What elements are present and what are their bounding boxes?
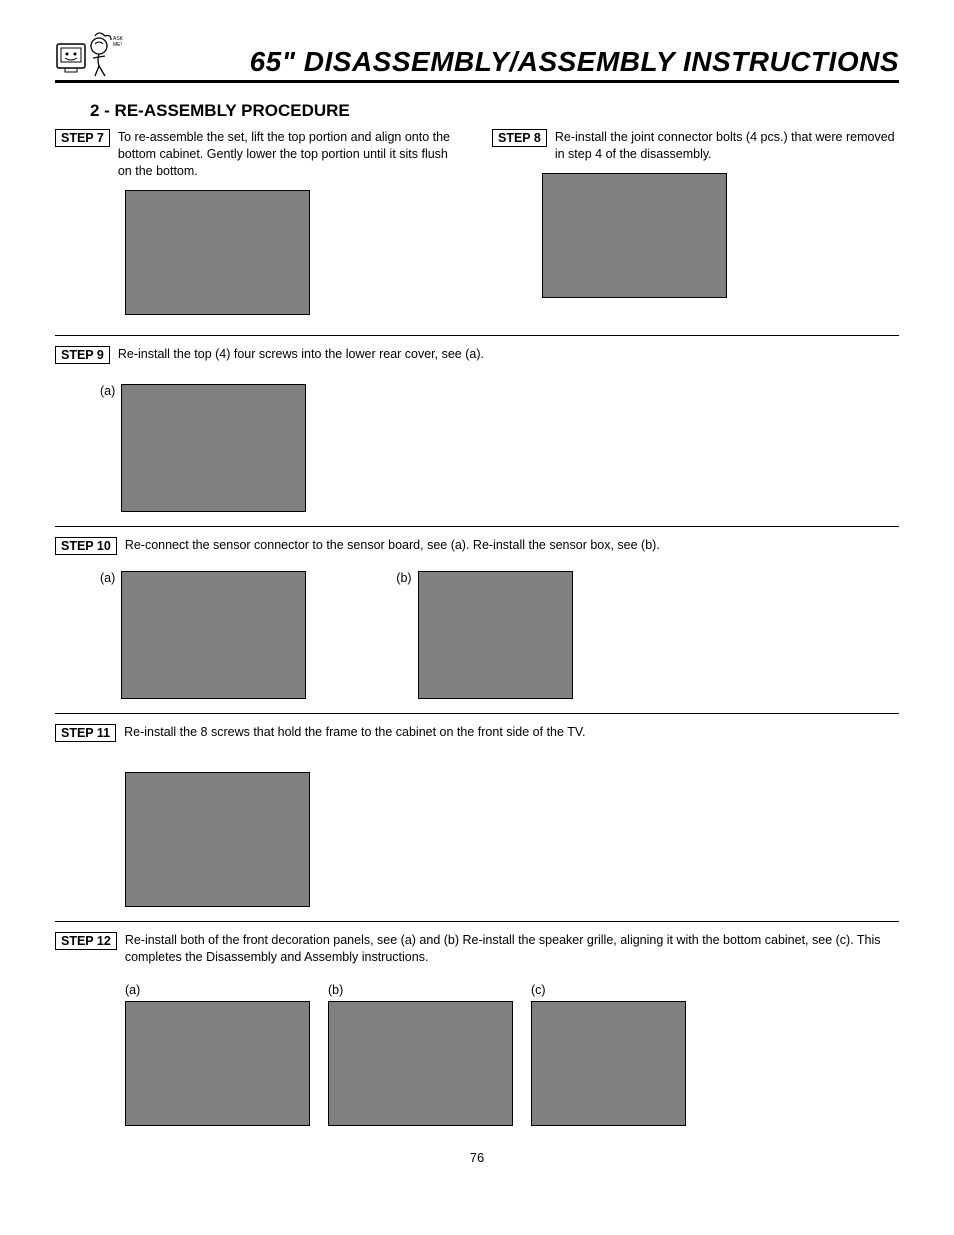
step-8-col: STEP 8 Re-install the joint connector bo… bbox=[492, 129, 899, 329]
step-9-image-a-wrap: (a) bbox=[100, 384, 306, 512]
step-8-badge: STEP 8 bbox=[492, 129, 547, 147]
step-7-badge: STEP 7 bbox=[55, 129, 110, 147]
step-8-text: Re-install the joint connector bolts (4 … bbox=[555, 129, 899, 163]
step-7-col: STEP 7 To re-assemble the set, lift the … bbox=[55, 129, 462, 329]
step-7-image-row bbox=[125, 190, 462, 315]
step-12-image-a-wrap: (a) bbox=[125, 983, 310, 1126]
step-10-image-b-wrap: (b) bbox=[396, 571, 572, 699]
step-12-badge: STEP 12 bbox=[55, 932, 117, 950]
step-7-image bbox=[125, 190, 310, 315]
step-9-text: Re-install the top (4) four screws into … bbox=[118, 346, 484, 363]
page-title: 65" DISASSEMBLY/ASSEMBLY INSTRUCTIONS bbox=[250, 46, 899, 78]
step-7: STEP 7 To re-assemble the set, lift the … bbox=[55, 129, 462, 180]
step-12-image-c-wrap: (c) bbox=[531, 983, 686, 1126]
divider-1 bbox=[55, 335, 899, 336]
step-8-image bbox=[542, 173, 727, 298]
step-12-image-b bbox=[328, 1001, 513, 1126]
steps-7-8-row: STEP 7 To re-assemble the set, lift the … bbox=[55, 129, 899, 329]
ask-me-logo-icon: ASK ME! bbox=[55, 30, 133, 78]
step-10-badge: STEP 10 bbox=[55, 537, 117, 555]
step-12-label-c: (c) bbox=[531, 983, 686, 997]
step-12-image-b-wrap: (b) bbox=[328, 983, 513, 1126]
step-9-label-a: (a) bbox=[100, 384, 115, 398]
step-12-label-a: (a) bbox=[125, 983, 310, 997]
step-9-image-row: (a) bbox=[100, 384, 899, 512]
step-8: STEP 8 Re-install the joint connector bo… bbox=[492, 129, 899, 163]
step-10: STEP 10 Re-connect the sensor connector … bbox=[55, 537, 899, 555]
step-10-text: Re-connect the sensor connector to the s… bbox=[125, 537, 660, 554]
step-11-badge: STEP 11 bbox=[55, 724, 116, 742]
header: ASK ME! 65" DISASSEMBLY/ASSEMBLY INSTRUC… bbox=[55, 30, 899, 83]
step-10-image-a-wrap: (a) bbox=[100, 571, 306, 699]
step-12: STEP 12 Re-install both of the front dec… bbox=[55, 932, 899, 966]
step-12-image-row: (a) (b) (c) bbox=[125, 983, 899, 1126]
step-11-image-row bbox=[125, 772, 899, 907]
step-10-image-row: (a) (b) bbox=[100, 571, 899, 699]
divider-2 bbox=[55, 526, 899, 527]
step-12-image-a bbox=[125, 1001, 310, 1126]
logo: ASK ME! bbox=[55, 30, 133, 78]
step-9-badge: STEP 9 bbox=[55, 346, 110, 364]
step-10-image-a bbox=[121, 571, 306, 699]
step-9: STEP 9 Re-install the top (4) four screw… bbox=[55, 346, 899, 364]
step-12-image-c bbox=[531, 1001, 686, 1126]
step-12-label-b: (b) bbox=[328, 983, 513, 997]
logo-caption-2: ME! bbox=[113, 42, 122, 48]
section-title: 2 - RE-ASSEMBLY PROCEDURE bbox=[90, 101, 899, 121]
step-10-label-b: (b) bbox=[396, 571, 411, 585]
divider-4 bbox=[55, 921, 899, 922]
step-9-image-a bbox=[121, 384, 306, 512]
step-12-text: Re-install both of the front decoration … bbox=[125, 932, 899, 966]
step-11-image bbox=[125, 772, 310, 907]
step-10-label-a: (a) bbox=[100, 571, 115, 585]
page-number: 76 bbox=[55, 1150, 899, 1165]
step-8-image-row bbox=[542, 173, 899, 298]
step-11: STEP 11 Re-install the 8 screws that hol… bbox=[55, 724, 899, 742]
page: ASK ME! 65" DISASSEMBLY/ASSEMBLY INSTRUC… bbox=[0, 0, 954, 1195]
divider-3 bbox=[55, 713, 899, 714]
step-10-image-b bbox=[418, 571, 573, 699]
step-11-text: Re-install the 8 screws that hold the fr… bbox=[124, 724, 585, 741]
step-7-text: To re-assemble the set, lift the top por… bbox=[118, 129, 462, 180]
